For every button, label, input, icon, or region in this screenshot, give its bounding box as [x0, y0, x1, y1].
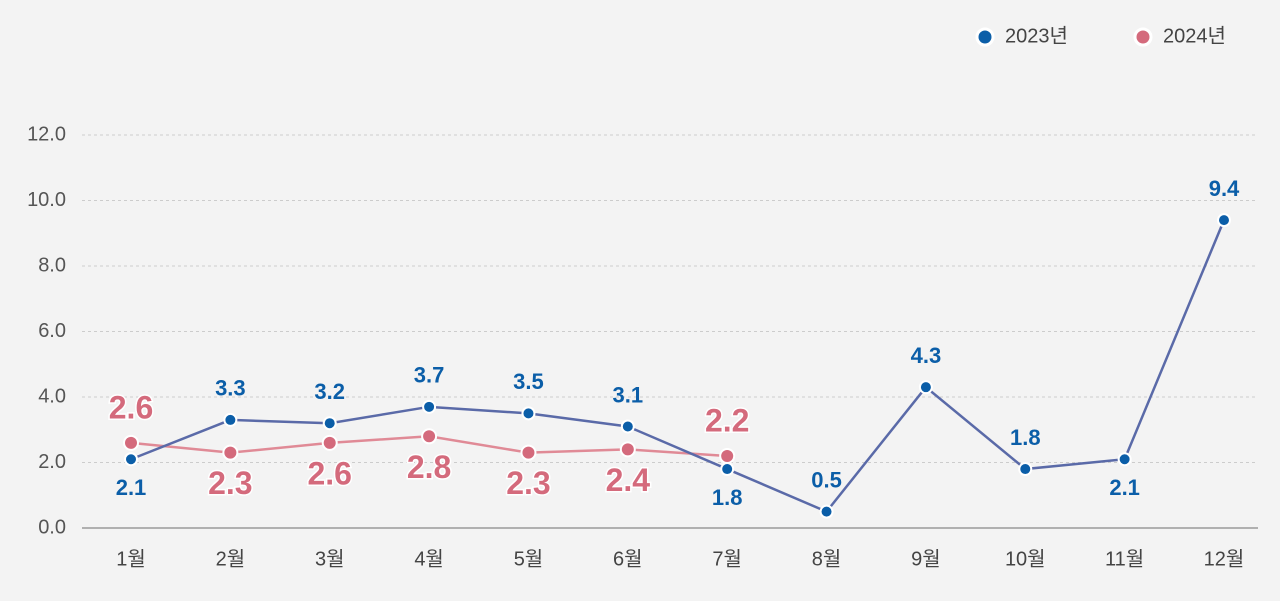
series-line — [130, 219, 1226, 514]
data-label: 3.7 — [414, 363, 445, 388]
data-point — [1018, 462, 1033, 477]
data-label: 2.4 — [606, 462, 651, 498]
data-label: 1.8 — [712, 485, 743, 510]
data-point — [124, 452, 138, 467]
x-tick-label: 11월 — [1105, 547, 1144, 570]
legend-label: 2024년 — [1163, 24, 1226, 47]
data-label: 3.3 — [215, 376, 246, 401]
data-label: 4.3 — [911, 343, 942, 368]
data-point — [520, 444, 537, 461]
data-point — [1217, 213, 1231, 228]
data-point — [819, 504, 834, 519]
data-point — [918, 380, 933, 395]
y-tick-label: 0.0 — [38, 516, 66, 538]
data-point — [720, 462, 735, 477]
x-tick-label: 9월 — [911, 547, 941, 570]
data-point — [521, 406, 536, 421]
data-point — [1117, 452, 1132, 467]
legend-label: 2023년 — [1005, 24, 1068, 47]
y-tick-label: 10.0 — [27, 189, 66, 211]
y-tick-label: 12.0 — [27, 123, 66, 145]
data-label: 2.1 — [1109, 475, 1140, 500]
data-label: 1.8 — [1010, 425, 1041, 450]
x-tick-label: 4월 — [414, 547, 444, 570]
data-point — [322, 416, 337, 431]
data-label: 2.3 — [208, 465, 252, 501]
x-tick-label: 7월 — [712, 547, 742, 570]
y-tick-label: 6.0 — [38, 320, 66, 342]
data-point — [321, 434, 338, 451]
data-label: 9.4 — [1209, 176, 1240, 201]
x-tick-label: 8월 — [812, 547, 842, 570]
data-point — [620, 419, 635, 434]
data-point — [619, 441, 636, 458]
x-tick-label: 5월 — [514, 547, 544, 570]
data-point — [421, 428, 438, 445]
data-point — [719, 447, 736, 464]
data-point — [223, 412, 238, 427]
data-label: 3.5 — [513, 369, 544, 394]
x-tick-label: 1월 — [116, 547, 146, 570]
x-tick-label: 3월 — [315, 547, 345, 570]
data-label: 2.2 — [705, 402, 749, 438]
data-point — [222, 444, 239, 461]
y-tick-label: 2.0 — [38, 451, 66, 473]
y-tick-label: 8.0 — [38, 254, 66, 276]
legend-marker — [975, 27, 995, 47]
data-label: 2.8 — [407, 449, 451, 485]
data-label: 3.2 — [314, 379, 345, 404]
data-label: 2.6 — [307, 455, 351, 491]
data-point — [422, 399, 437, 414]
data-label: 2.1 — [116, 475, 147, 500]
data-label: 3.1 — [613, 382, 644, 407]
legend-marker — [1133, 27, 1153, 47]
y-tick-label: 4.0 — [38, 385, 66, 407]
x-tick-label: 12월 — [1204, 547, 1245, 570]
x-tick-label: 2월 — [216, 547, 246, 570]
data-point — [123, 434, 139, 451]
x-tick-label: 6월 — [613, 547, 643, 570]
data-label: 0.5 — [811, 467, 842, 492]
data-label: 2.3 — [506, 465, 550, 501]
x-tick-label: 10월 — [1005, 547, 1046, 570]
data-label: 2.6 — [109, 389, 153, 425]
